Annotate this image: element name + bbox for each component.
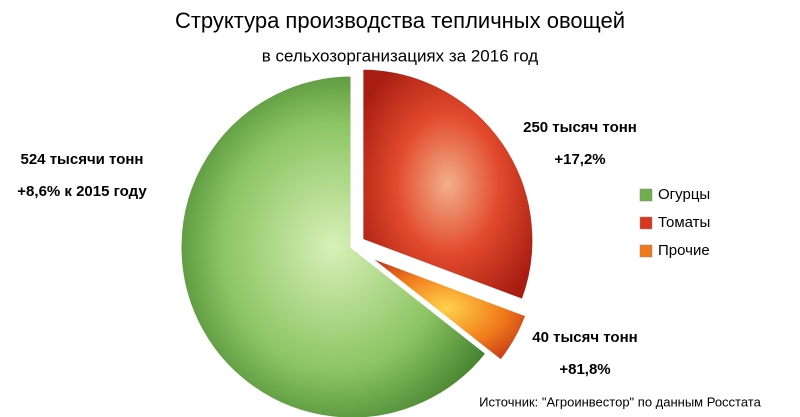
legend-label: Огурцы — [658, 186, 710, 203]
value-label: 40 тысяч тонн — [532, 329, 637, 346]
value-label: 524 тысячи тонн — [21, 151, 144, 168]
legend-label: Прочие — [658, 242, 710, 259]
pie-slice — [178, 73, 490, 417]
legend-swatch — [639, 244, 653, 258]
annotation: +81,8% — [559, 361, 610, 378]
pie-slice — [365, 253, 529, 364]
annotation: +17,2% — [554, 151, 605, 168]
chart-title: Структура производства тепличных овощей — [175, 8, 625, 33]
chart-subtitle: в сельхозорганизациях за 2016 год — [262, 46, 539, 65]
legend-swatch — [639, 216, 653, 230]
value-label: 250 тысяч тонн — [523, 119, 637, 136]
annotation: +8,6% к 2015 году — [17, 183, 147, 200]
legend-label: Томаты — [658, 214, 710, 231]
pie-slice — [360, 66, 536, 303]
legend-swatch — [639, 188, 653, 202]
source: Источник: "Агроинвестор" по данным Росст… — [479, 394, 761, 409]
